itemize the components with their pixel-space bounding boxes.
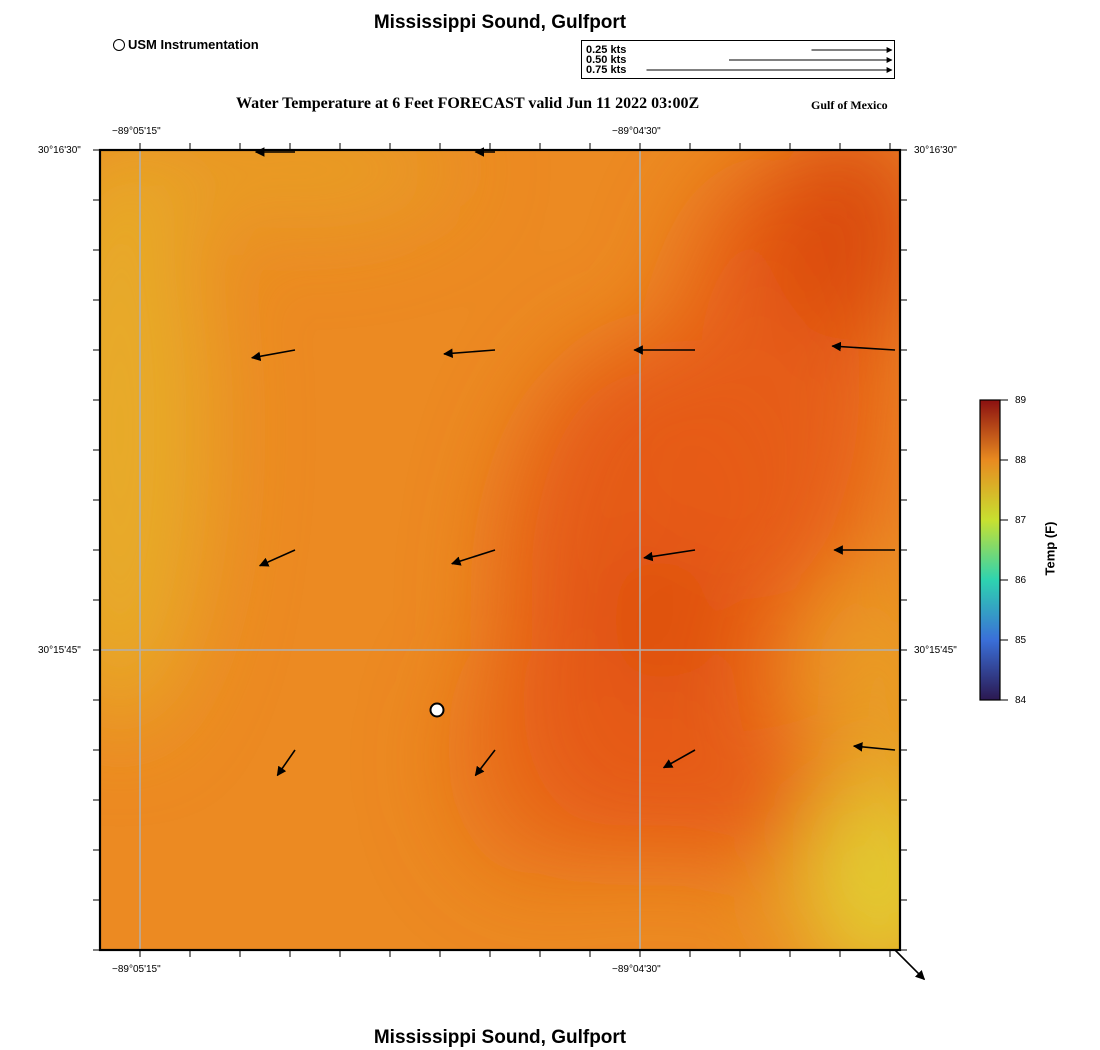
current-vector-2 [250,349,296,362]
temperature-region-6 [670,730,850,870]
graticule [100,150,900,950]
speed-legend-label-3: 0.75 kts [586,64,627,76]
colorbar-title: Temp (F) [1042,521,1058,576]
current-vectors [250,147,926,981]
current-vector-12 [662,749,696,769]
colorbar-tick-84: 84 [1015,695,1027,706]
circle-marker-icon [113,38,125,51]
current-vector-14 [894,949,926,981]
lat-label-right-1: 30°16'30" [914,145,957,156]
current-vector-13 [852,742,896,752]
colorbar-tick-87: 87 [1015,515,1027,526]
frame-ticks [93,143,907,957]
footer-title: Mississippi Sound, Gulfport [373,1027,627,1048]
usm-station-marker[interactable] [429,702,445,718]
temperature-region-5 [610,550,710,690]
speed-legend-label-1: 0.25 kts [586,44,627,56]
colorbar-tick-89: 89 [1015,395,1027,406]
station-legend-label: USM Instrumentation [128,37,259,52]
current-vector-5 [831,341,896,352]
current-speed-legend: 0.25 kts 0.50 kts 0.75 kts [581,40,895,79]
temperature-region-0 [100,150,210,730]
colorbar-tick-85: 85 [1015,635,1027,646]
lon-label-top-2: −89°04'30" [612,126,661,137]
current-vector-6 [258,549,296,567]
colorbar [979,399,1008,701]
current-vector-7 [450,549,496,566]
region-label: Gulf of Mexico [811,98,888,112]
lat-label-left-2: 30°15'45" [38,645,81,656]
colorbar-tick-88: 88 [1015,455,1027,466]
colorbar-tick-86: 86 [1015,575,1027,586]
current-vector-8 [643,549,696,562]
station-legend: USM Instrumentation [113,37,259,52]
speed-legend-arrows [646,47,893,73]
map-title: Mississippi Sound, Gulfport [373,12,627,33]
current-vector-10 [276,749,296,777]
temperature-region-7 [450,640,630,880]
current-vector-3 [443,348,496,359]
lon-label-bottom-2: −89°04'30" [612,964,661,975]
speed-legend-label-2: 0.50 kts [586,54,627,66]
temperature-region-1 [140,150,460,230]
lon-label-bottom-1: −89°05'15" [112,964,161,975]
lon-label-top-1: −89°05'15" [112,126,161,137]
current-vector-11 [474,749,496,777]
temperature-region-9 [840,580,900,820]
map-subtitle: Water Temperature at 6 Feet FORECAST val… [236,95,700,112]
temperature-region-4 [770,150,900,340]
lat-label-left-1: 30°16'30" [38,145,81,156]
lat-label-right-2: 30°15'45" [914,645,957,656]
